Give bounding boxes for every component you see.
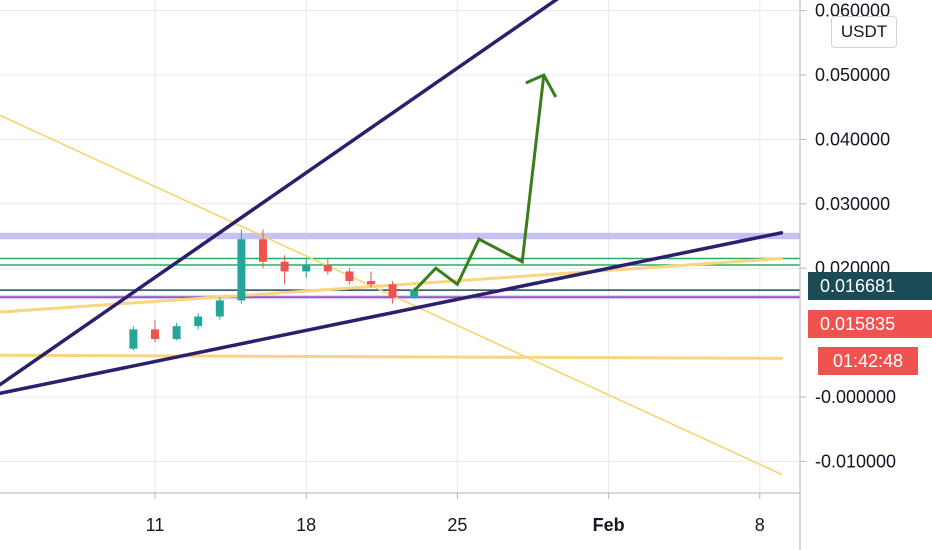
- y-tick-label: 0.030000: [815, 194, 890, 214]
- candle-body: [345, 271, 354, 282]
- y-tick-label: -0.000000: [815, 387, 896, 407]
- candle-body: [194, 316, 203, 327]
- flat-support-line: [0, 353, 783, 360]
- candle-body: [323, 264, 332, 272]
- projection: [413, 73, 558, 292]
- last-price-badge: 0.016681: [808, 272, 932, 300]
- candle-body: [151, 329, 159, 340]
- countdown-badge: 01:42:48: [818, 347, 918, 375]
- candle-body: [237, 239, 246, 301]
- candle-body: [215, 300, 224, 317]
- price-band: [0, 232, 800, 240]
- channel-lower-line: [0, 231, 784, 396]
- close-price-badge: 0.015835: [808, 310, 932, 338]
- grid: [0, 0, 800, 493]
- y-tick-label: 0.050000: [815, 65, 890, 85]
- candle-body: [129, 329, 138, 349]
- candles: [129, 229, 419, 351]
- trendlines: [0, 0, 784, 476]
- x-tick-label: 25: [447, 515, 467, 535]
- projection-path: [413, 74, 546, 292]
- candle-body: [280, 261, 289, 272]
- channel-upper-line: [0, 0, 559, 387]
- currency-button[interactable]: USDT: [831, 16, 897, 48]
- candle-body: [172, 326, 181, 340]
- descending-trendline: [0, 114, 783, 476]
- candle-body: [302, 264, 311, 272]
- y-tick-label: 0.040000: [815, 129, 890, 149]
- candle-body: [259, 239, 267, 262]
- x-tick-label: 8: [755, 515, 765, 535]
- candle-body: [410, 289, 419, 298]
- candle-body: [388, 284, 397, 298]
- y-tick-label: 0.060000: [815, 1, 890, 21]
- x-tick-label: 18: [296, 515, 316, 535]
- axes: 0.0600000.0500000.0400000.0300000.020000…: [0, 0, 896, 550]
- y-tick-label: -0.010000: [815, 451, 896, 471]
- projection-arrowhead: [525, 73, 558, 98]
- candle-body: [367, 281, 375, 285]
- x-tick-label: Feb: [593, 515, 625, 535]
- x-tick-label: 11: [146, 515, 165, 535]
